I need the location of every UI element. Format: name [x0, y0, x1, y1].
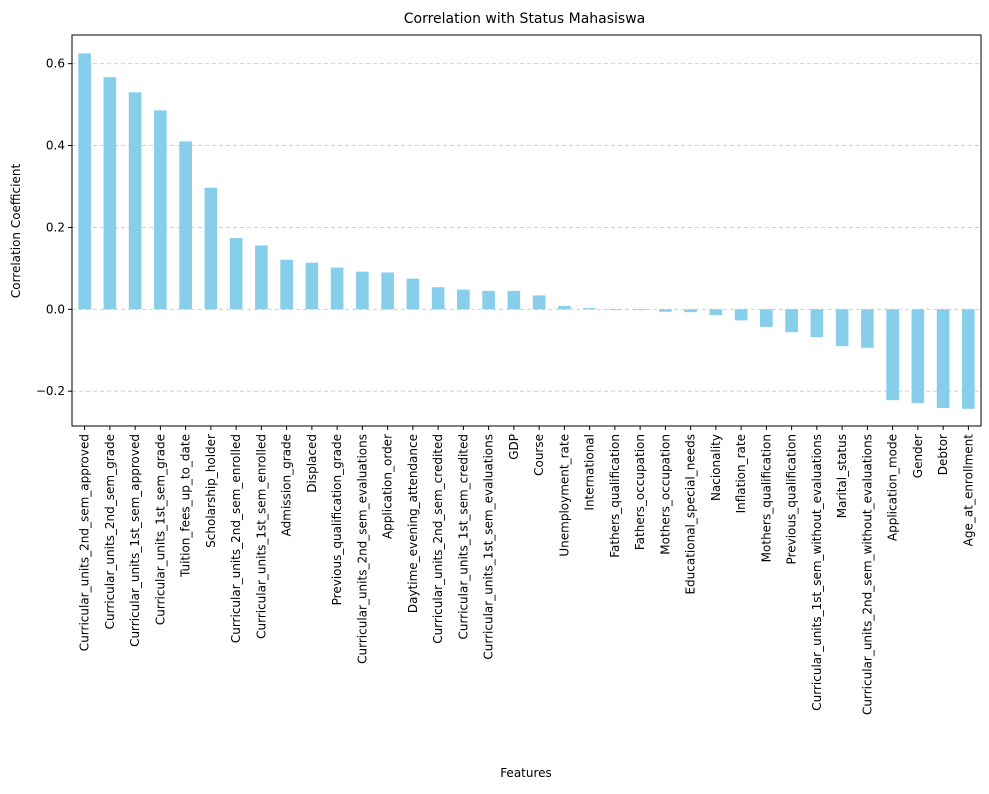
bar-displaced: [305, 262, 319, 310]
x-tick-label: Fathers_qualification: [608, 434, 622, 558]
bar-previous-qualification: [785, 309, 798, 333]
y-tick-label: 0.0: [46, 302, 65, 316]
x-tick-label: Curricular_units_1st_sem_credited: [456, 434, 470, 640]
x-tick-label: Debtor: [936, 434, 950, 475]
bar-curricular-units-2nd-sem-approved: [78, 53, 91, 310]
bar-curricular-units-2nd-sem-credited: [431, 287, 445, 310]
x-tick-label: GDP: [507, 434, 521, 460]
bar-course: [532, 295, 546, 310]
bar-age-at-enrollment: [962, 309, 975, 409]
bar-application-mode: [886, 309, 899, 401]
bar-previous-qualification-grade: [330, 267, 344, 310]
bar-marital-status: [835, 309, 849, 347]
x-tick-label: Educational_special_needs: [684, 434, 698, 595]
x-tick-label: Curricular_units_2nd_sem_evaluations: [355, 434, 369, 664]
y-axis: −0.2 0.0 0.2 0.4 0.6: [36, 57, 72, 398]
bar-gdp: [507, 290, 521, 310]
x-tick-label: Age_at_enrollment: [961, 434, 975, 547]
x-tick-label: Admission_grade: [280, 434, 294, 536]
x-tick-label: Marital_status: [835, 434, 849, 518]
y-tick-label: −0.2: [36, 384, 65, 398]
bar-tuition-fees-up-to-date: [179, 141, 192, 310]
bar-curricular-units-2nd-sem-without-evaluations: [861, 309, 874, 348]
x-axis-label: Features: [500, 766, 552, 780]
bar-fathers-qualification: [608, 309, 622, 311]
y-tick-label: 0.4: [46, 139, 65, 153]
bar-debtor: [936, 309, 950, 408]
bar-curricular-units-2nd-sem-grade: [103, 77, 117, 310]
x-tick-label: Curricular_units_1st_sem_evaluations: [482, 434, 496, 660]
bar-admission-grade: [280, 259, 293, 310]
x-axis: Curricular_units_2nd_sem_approved Curricu…: [78, 426, 975, 715]
x-tick-label: Curricular_units_2nd_sem_enrolled: [229, 434, 243, 643]
x-tick-label: Scholarship_holder: [204, 434, 218, 548]
x-tick-label: Previous_qualification: [785, 434, 799, 564]
grid-lines: [72, 63, 981, 392]
x-tick-label: Unemployment_rate: [557, 434, 571, 557]
bar-curricular-units-1st-sem-evaluations: [482, 290, 495, 310]
bar-mothers-occupation: [659, 309, 672, 312]
x-tick-label: Curricular_units_2nd_sem_without_evaluat…: [860, 434, 874, 715]
bar-mothers-qualification: [760, 309, 773, 327]
bar-curricular-units-1st-sem-approved: [128, 92, 142, 310]
x-tick-label: Application_order: [381, 434, 395, 539]
x-tick-label: Tuition_fees_up_to_date: [179, 434, 193, 578]
bar-application-order: [381, 272, 394, 310]
bar-fathers-occupation: [633, 309, 647, 311]
bar-curricular-units-2nd-sem-enrolled: [229, 238, 243, 310]
x-tick-label: International: [583, 434, 597, 511]
x-tick-label: Previous_qualification_grade: [330, 434, 344, 605]
x-tick-label: Displaced: [305, 434, 319, 493]
bar-scholarship-holder: [204, 187, 218, 310]
x-tick-label: Fathers_occupation: [633, 434, 647, 550]
x-tick-label: Curricular_units_2nd_sem_approved: [78, 434, 92, 651]
bar-curricular-units-1st-sem-without-evaluations: [810, 309, 824, 338]
bar-inflation-rate: [734, 309, 748, 321]
bar-curricular-units-2nd-sem-evaluations: [356, 271, 369, 310]
bar-gender: [911, 309, 925, 404]
chart-title: Correlation with Status Mahasiswa: [404, 11, 645, 27]
bar-curricular-units-1st-sem-enrolled: [255, 245, 268, 310]
x-tick-label: Gender: [911, 434, 925, 478]
bar-curricular-units-1st-sem-credited: [457, 289, 470, 310]
x-tick-label: Nacionality: [709, 434, 723, 501]
plot-frame: [71, 34, 982, 427]
x-tick-label: Curricular_units_2nd_sem_credited: [431, 434, 445, 644]
x-tick-label: Curricular_units_1st_sem_grade: [153, 434, 167, 625]
x-tick-label: Curricular_units_1st_sem_without_evaluat…: [810, 434, 824, 711]
bar-daytime-evening-attendance: [406, 278, 420, 310]
x-tick-label: Mothers_occupation: [658, 434, 672, 555]
bar-nacionality: [709, 309, 723, 316]
y-tick-label: 0.2: [46, 220, 65, 234]
bar-international: [583, 308, 596, 310]
x-tick-label: Curricular_units_1st_sem_approved: [128, 434, 142, 647]
bar-unemployment-rate: [558, 306, 571, 310]
x-tick-label: Course: [532, 434, 546, 476]
x-tick-label: Daytime_evening_attendance: [406, 434, 420, 613]
y-tick-label: 0.6: [46, 57, 65, 71]
x-tick-label: Application_mode: [886, 434, 900, 541]
x-tick-label: Curricular_units_1st_sem_enrolled: [254, 434, 268, 639]
bar-educational-special-needs: [684, 309, 697, 313]
bars: [78, 53, 975, 409]
x-tick-label: Curricular_units_2nd_sem_grade: [103, 434, 117, 629]
x-tick-label: Mothers_qualification: [759, 434, 773, 562]
y-axis-label: Correlation Coefficient: [9, 164, 23, 299]
bar-curricular-units-1st-sem-grade: [154, 110, 167, 310]
x-tick-label: Inflation_rate: [734, 434, 748, 513]
